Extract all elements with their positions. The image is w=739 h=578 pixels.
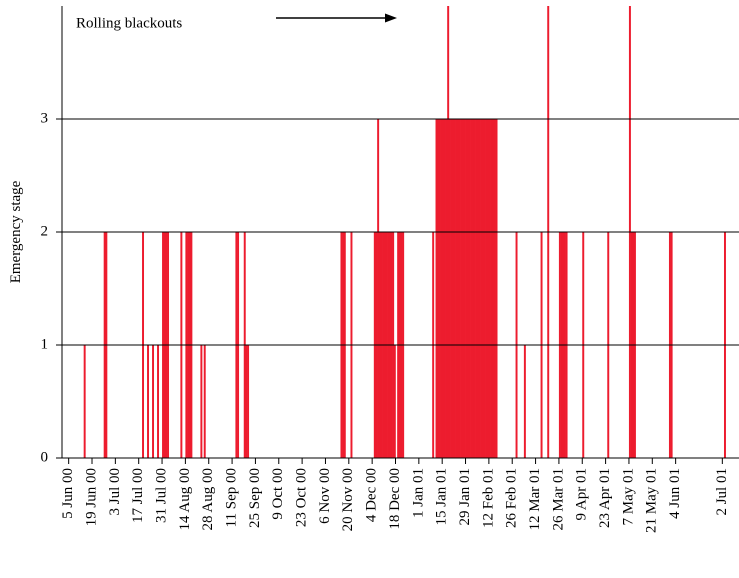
bar bbox=[493, 119, 496, 458]
annotation-arrowhead bbox=[385, 13, 397, 23]
y-tick-label: 3 bbox=[41, 110, 49, 126]
x-tick-label: 19 Jun 00 bbox=[83, 468, 99, 526]
bar bbox=[490, 119, 493, 458]
bar bbox=[457, 119, 460, 458]
x-tick-label: 15 Jan 01 bbox=[434, 468, 450, 526]
bar bbox=[437, 119, 440, 458]
bar bbox=[478, 119, 481, 458]
y-axis-label: Emergency stage bbox=[8, 180, 24, 283]
x-tick-label: 26 Mar 01 bbox=[550, 468, 566, 531]
bar bbox=[488, 119, 491, 458]
x-tick-label: 4 Jun 01 bbox=[667, 468, 683, 519]
x-tick-label: 4 Dec 00 bbox=[364, 468, 380, 522]
x-tick-label: 25 Sep 00 bbox=[247, 468, 263, 528]
bar bbox=[523, 345, 526, 458]
bar bbox=[467, 119, 470, 458]
bar bbox=[245, 345, 248, 458]
x-tick-label: 9 Apr 01 bbox=[574, 468, 590, 521]
x-tick-label: 12 Mar 01 bbox=[527, 468, 543, 531]
x-tick-label: 20 Nov 00 bbox=[340, 468, 356, 531]
bar bbox=[485, 119, 488, 458]
bar bbox=[203, 345, 206, 458]
bar bbox=[460, 119, 463, 458]
bar bbox=[435, 119, 438, 458]
bar bbox=[377, 119, 380, 458]
y-tick-label: 0 bbox=[41, 449, 49, 465]
x-tick-label: 29 Jan 01 bbox=[457, 468, 473, 526]
bar bbox=[473, 119, 476, 458]
bar bbox=[492, 119, 495, 458]
bar bbox=[477, 119, 480, 458]
bar bbox=[152, 345, 155, 458]
x-tick-label: 6 Nov 00 bbox=[317, 468, 333, 524]
y-tick-label: 1 bbox=[41, 336, 49, 352]
bar bbox=[475, 119, 478, 458]
bar bbox=[462, 119, 465, 458]
bar bbox=[482, 119, 485, 458]
bar bbox=[495, 119, 498, 458]
bar bbox=[463, 119, 466, 458]
bar bbox=[452, 119, 455, 458]
x-tick-label: 26 Feb 01 bbox=[504, 468, 520, 528]
bar bbox=[487, 119, 490, 458]
bar bbox=[453, 119, 456, 458]
x-tick-label: 28 Aug 00 bbox=[200, 468, 216, 531]
x-tick-label: 9 Oct 00 bbox=[270, 468, 286, 520]
x-tick-label: 23 Oct 00 bbox=[294, 468, 310, 527]
bar bbox=[393, 345, 396, 458]
bar bbox=[455, 119, 458, 458]
bar bbox=[445, 119, 448, 458]
bar bbox=[448, 119, 451, 458]
bar bbox=[247, 345, 250, 458]
bar bbox=[470, 119, 473, 458]
y-tick-label: 2 bbox=[41, 223, 49, 239]
x-tick-label: 12 Feb 01 bbox=[480, 468, 496, 528]
bar bbox=[442, 119, 445, 458]
x-tick-label: 18 Dec 00 bbox=[387, 468, 403, 530]
bar bbox=[480, 119, 483, 458]
x-tick-label: 31 Jul 00 bbox=[153, 468, 169, 523]
bar bbox=[440, 119, 443, 458]
bar bbox=[468, 119, 471, 458]
x-tick-label: 5 Jun 00 bbox=[60, 468, 76, 519]
x-tick-label: 3 Jul 00 bbox=[107, 468, 123, 516]
x-tick-label: 1 Jan 01 bbox=[410, 468, 426, 518]
bar bbox=[450, 119, 453, 458]
x-tick-label: 17 Jul 00 bbox=[130, 468, 146, 523]
bar bbox=[458, 119, 461, 458]
x-tick-label: 14 Aug 00 bbox=[177, 468, 193, 531]
bar bbox=[472, 119, 475, 458]
annotation: Rolling blackouts bbox=[76, 15, 182, 31]
x-tick-label: 21 May 01 bbox=[644, 468, 660, 533]
bar bbox=[157, 345, 160, 458]
bar bbox=[83, 345, 86, 458]
x-tick-label: 7 May 01 bbox=[620, 468, 636, 526]
bar bbox=[443, 119, 446, 458]
bar bbox=[483, 119, 486, 458]
bar bbox=[465, 119, 468, 458]
bar bbox=[147, 345, 150, 458]
x-tick-label: 11 Sep 00 bbox=[224, 468, 240, 527]
x-tick-label: 23 Apr 01 bbox=[597, 468, 613, 528]
bar bbox=[200, 345, 203, 458]
bar bbox=[438, 119, 441, 458]
x-tick-label: 2 Jul 01 bbox=[714, 468, 730, 516]
